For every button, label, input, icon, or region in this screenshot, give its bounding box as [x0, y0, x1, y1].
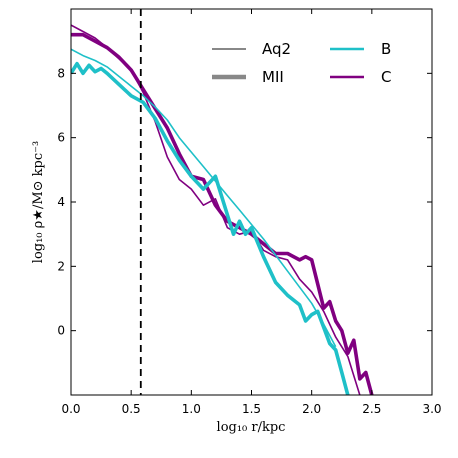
legend-label-c: C	[381, 68, 391, 86]
series-line-b-mii	[71, 61, 350, 395]
y-tick-label: 4	[57, 195, 65, 209]
legend-label-b: B	[381, 40, 391, 58]
x-tick-label: 0.0	[61, 402, 80, 416]
legend: Aq2 MII B C	[212, 40, 391, 86]
y-tick-label: 2	[57, 259, 65, 273]
legend-label-mii: MII	[262, 68, 284, 86]
y-tick-label: 6	[57, 131, 65, 145]
x-tick-label: 3.0	[422, 402, 441, 416]
x-axis-label: log₁₀ r/kpc	[217, 420, 286, 435]
ticks-layer: 0.0 0.5 1.0 1.5 2.0 2.5 3.0 0 2 4 6 8	[57, 9, 442, 416]
series-line-b-aq2	[71, 48, 337, 348]
series-line-c-mii	[71, 32, 374, 395]
series-layer	[71, 24, 374, 395]
legend-label-aq2: Aq2	[262, 40, 291, 58]
x-tick-label: 1.0	[182, 402, 201, 416]
y-axis-label: log₁₀ ρ★/M⊙ kpc⁻³	[31, 141, 46, 263]
x-tick-label: 2.5	[362, 402, 381, 416]
y-tick-label: 0	[57, 324, 65, 338]
x-tick-label: 2.0	[302, 402, 321, 416]
x-tick-label: 1.5	[242, 402, 261, 416]
y-tick-label: 8	[57, 66, 65, 80]
x-tick-label: 0.5	[122, 402, 141, 416]
plot-frame	[70, 8, 433, 396]
